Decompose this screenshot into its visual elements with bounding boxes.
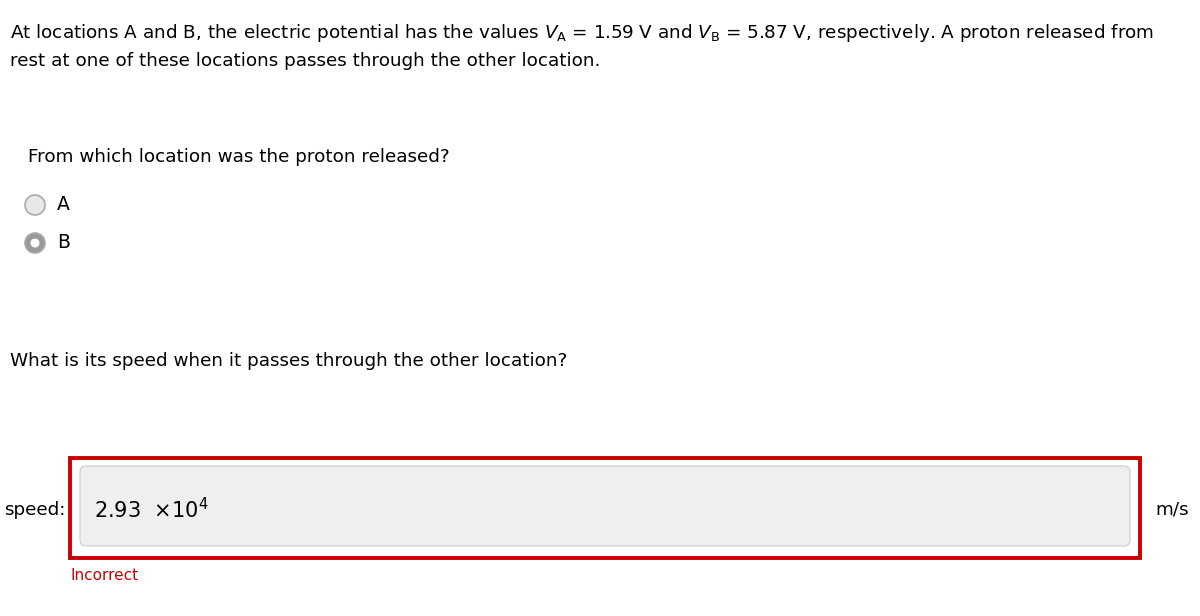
Text: A: A [58,195,70,214]
Circle shape [25,195,46,215]
FancyBboxPatch shape [80,466,1130,546]
Text: At locations A and B, the electric potential has the values $V_\mathrm{A}$ = 1.5: At locations A and B, the electric poten… [10,22,1154,44]
Circle shape [30,238,40,248]
Text: m/s: m/s [1154,501,1189,519]
Text: 2.93  $\times$10$^{4}$: 2.93 $\times$10$^{4}$ [94,497,209,522]
Text: B: B [58,233,70,253]
Circle shape [25,233,46,253]
Text: From which location was the proton released?: From which location was the proton relea… [28,148,450,166]
Text: speed:: speed: [4,501,65,519]
Text: What is its speed when it passes through the other location?: What is its speed when it passes through… [10,352,568,370]
Text: Incorrect: Incorrect [70,568,138,583]
Text: rest at one of these locations passes through the other location.: rest at one of these locations passes th… [10,52,600,70]
FancyBboxPatch shape [70,458,1140,558]
